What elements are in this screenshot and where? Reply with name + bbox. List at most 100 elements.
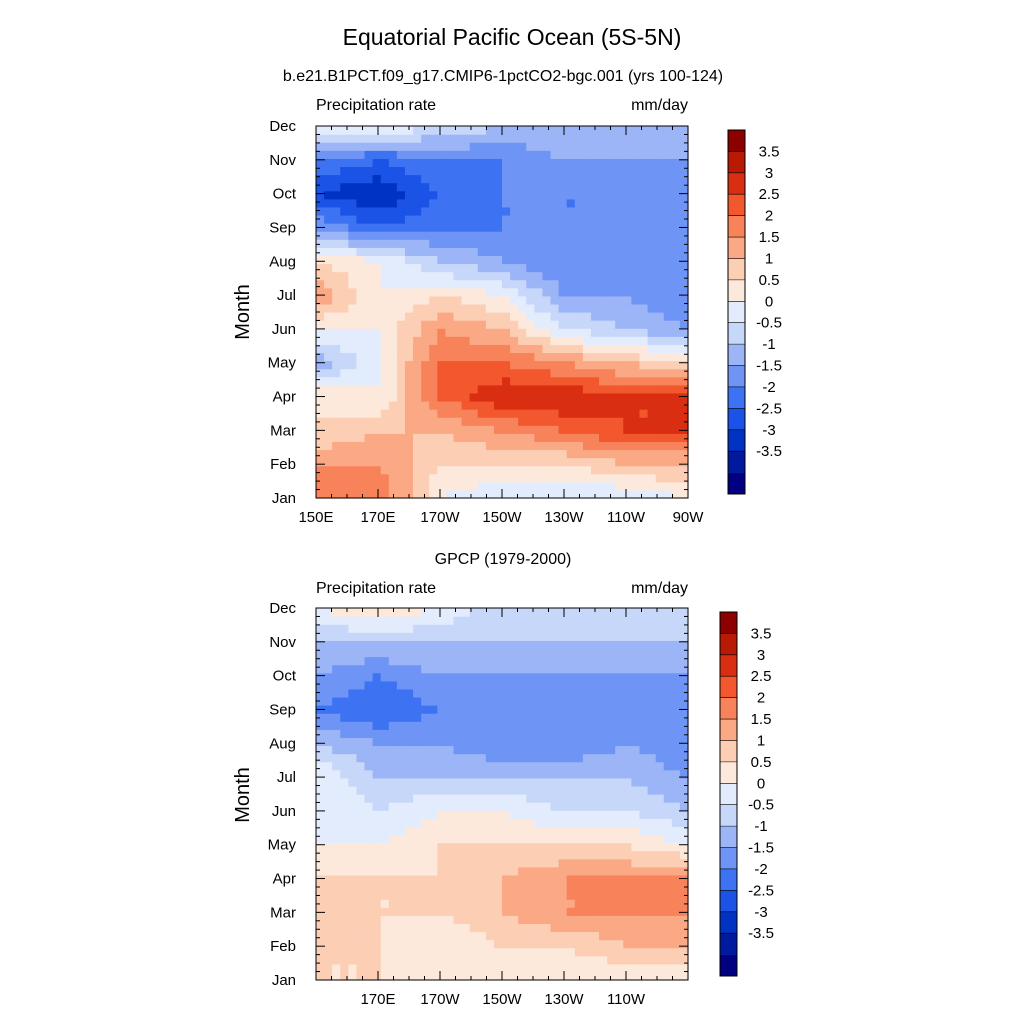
contour-cell bbox=[510, 899, 519, 908]
contour-cell bbox=[388, 737, 398, 747]
contour-cell bbox=[526, 721, 535, 730]
contour-cell bbox=[582, 231, 592, 240]
contour-cell bbox=[477, 729, 487, 738]
contour-cell bbox=[550, 126, 560, 135]
contour-cell bbox=[461, 882, 471, 892]
contour-cell bbox=[671, 923, 681, 933]
contour-cell bbox=[485, 696, 495, 706]
contour-cell bbox=[663, 640, 673, 650]
contour-cell bbox=[493, 134, 503, 143]
contour-cell bbox=[558, 640, 568, 650]
contour-cell bbox=[429, 198, 438, 208]
contour-cell bbox=[485, 931, 495, 941]
contour-cell bbox=[566, 882, 576, 892]
contour-cell bbox=[655, 721, 665, 730]
contour-cell bbox=[647, 263, 657, 273]
contour-cell bbox=[566, 457, 576, 467]
contour-cell bbox=[550, 632, 560, 641]
contour-cell bbox=[396, 672, 406, 682]
contour-cell bbox=[421, 481, 430, 491]
contour-cell bbox=[429, 818, 438, 827]
contour-cell bbox=[429, 899, 438, 908]
contour-cell bbox=[396, 858, 406, 868]
contour-cell bbox=[348, 810, 358, 819]
contour-cell bbox=[615, 231, 624, 240]
contour-cell bbox=[372, 810, 382, 819]
contour-cell bbox=[316, 648, 325, 658]
contour-cell bbox=[372, 705, 382, 714]
contour-cell bbox=[534, 802, 544, 811]
contour-cell bbox=[485, 409, 495, 418]
contour-cell bbox=[550, 473, 560, 483]
contour-cell bbox=[364, 312, 374, 321]
contour-cell bbox=[647, 745, 657, 755]
contour-cell bbox=[639, 761, 649, 771]
contour-cell bbox=[647, 850, 657, 860]
contour-cell bbox=[429, 239, 438, 248]
contour-cell bbox=[679, 182, 689, 192]
contour-cell bbox=[647, 400, 657, 410]
contour-cell bbox=[526, 616, 535, 625]
contour-cell bbox=[396, 794, 406, 803]
contour-cell bbox=[429, 134, 438, 143]
contour-cell bbox=[599, 737, 608, 747]
contour-cell bbox=[332, 295, 341, 305]
contour-cell bbox=[429, 409, 438, 418]
contour-cell bbox=[607, 198, 616, 208]
contour-cell bbox=[340, 802, 349, 811]
contour-cell bbox=[421, 344, 430, 354]
contour-cell bbox=[493, 489, 503, 499]
contour-cell bbox=[566, 713, 576, 722]
contour-cell bbox=[623, 818, 632, 827]
contour-cell bbox=[421, 214, 430, 224]
contour-cell bbox=[461, 713, 471, 722]
contour-cell bbox=[647, 939, 657, 949]
contour-cell bbox=[534, 376, 544, 386]
contour-cell bbox=[332, 794, 341, 803]
contour-cell bbox=[647, 360, 657, 370]
contour-cell bbox=[356, 206, 366, 216]
contour-cell bbox=[518, 142, 527, 151]
contour-cell bbox=[380, 126, 390, 135]
contour-cell bbox=[647, 320, 657, 329]
contour-cell bbox=[590, 344, 600, 354]
contour-cell bbox=[615, 481, 624, 491]
contour-cell bbox=[332, 158, 341, 168]
contour-cell bbox=[574, 891, 584, 900]
contour-cell bbox=[679, 295, 689, 305]
contour-cell bbox=[679, 303, 689, 313]
contour-cell bbox=[461, 134, 471, 143]
contour-cell bbox=[453, 247, 463, 256]
contour-cell bbox=[413, 489, 422, 499]
contour-cell bbox=[421, 931, 430, 941]
contour-cell bbox=[558, 834, 568, 844]
contour-cell bbox=[340, 150, 349, 159]
contour-cell bbox=[574, 409, 584, 418]
contour-cell bbox=[421, 705, 430, 714]
contour-cell bbox=[671, 239, 681, 248]
contour-cell bbox=[429, 947, 438, 957]
contour-cell bbox=[550, 336, 560, 345]
contour-cell bbox=[558, 126, 568, 135]
contour-cell bbox=[437, 648, 446, 658]
contour-cell bbox=[421, 753, 430, 763]
contour-cell bbox=[388, 142, 398, 151]
contour-cell bbox=[615, 777, 624, 787]
contour-cell bbox=[477, 303, 487, 313]
contour-cell bbox=[607, 745, 616, 755]
contour-cell bbox=[316, 368, 325, 378]
contour-cell bbox=[518, 931, 527, 941]
contour-cell bbox=[590, 174, 600, 184]
contour-cell bbox=[388, 810, 398, 819]
contour-cell bbox=[631, 336, 641, 345]
contour-cell bbox=[324, 263, 333, 273]
contour-cell bbox=[550, 640, 560, 650]
contour-cell bbox=[396, 134, 406, 143]
contour-cell bbox=[445, 360, 455, 370]
contour-cell bbox=[437, 850, 446, 860]
contour-cell bbox=[582, 834, 592, 844]
contour-cell bbox=[388, 303, 398, 313]
contour-cell bbox=[631, 441, 641, 451]
contour-cell bbox=[663, 648, 673, 658]
contour-cell bbox=[453, 336, 463, 345]
